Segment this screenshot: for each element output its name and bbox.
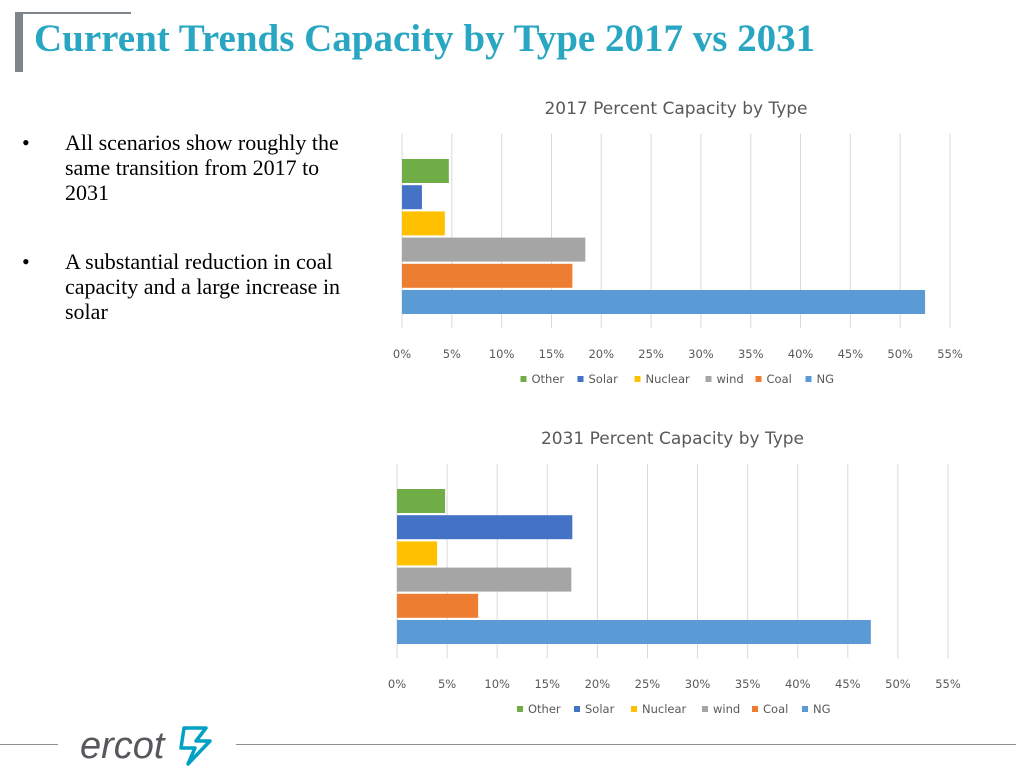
logo-wordmark: ercot <box>80 725 166 767</box>
footer-line-left <box>0 744 58 745</box>
chart-2017-tick-label: 5% <box>443 347 461 361</box>
chart-2031-legend-swatch <box>517 706 523 712</box>
chart-2031-tick-label: 35% <box>735 677 761 691</box>
bullet-symbol: • <box>22 130 30 155</box>
chart-2017-legend-label: wind <box>717 372 744 386</box>
chart-2031-tick-label: 55% <box>935 677 961 691</box>
chart-2017-legend-swatch <box>805 376 812 382</box>
chart-2017-tick-label: 55% <box>937 347 963 361</box>
chart-2017-bar-other <box>402 159 449 183</box>
title-accent-bar <box>15 12 23 72</box>
chart-2017-legend-label: NG <box>817 372 835 386</box>
chart-2017-legend-label: Other <box>532 372 565 386</box>
chart-2031-legend-swatch <box>574 706 580 712</box>
chart-2017-legend-swatch <box>705 376 712 382</box>
title-accent-line <box>15 12 131 14</box>
chart-2031-bar-ng <box>397 620 871 644</box>
chart-2031-legend-label: NG <box>813 702 831 716</box>
chart-2017-tick-label: 30% <box>688 347 714 361</box>
chart-2017-legend-label: Nuclear <box>646 372 691 386</box>
slide-title: Current Trends Capacity by Type 2017 vs … <box>34 17 816 60</box>
chart-2017-legend-label: Coal <box>767 372 792 386</box>
bullet-item: • All scenarios show roughly the same tr… <box>22 130 352 205</box>
chart-2031-tick-label: 0% <box>388 677 406 691</box>
chart-2031-legend-swatch <box>752 706 758 712</box>
chart-2031-bar-wind <box>397 567 572 592</box>
chart-2017-bar-solar <box>402 185 422 210</box>
chart-2031-bar-other <box>397 489 446 513</box>
chart-2031-legend-label: wind <box>713 702 740 716</box>
chart-2017-tick-label: 15% <box>539 347 565 361</box>
chart-2017-legend-swatch <box>577 376 584 382</box>
chart-2031-legend-label: Nuclear <box>642 702 687 716</box>
bullet-text: All scenarios show roughly the same tran… <box>65 130 339 205</box>
chart-2017-bar-ng <box>402 290 926 314</box>
chart-2017-title: 2017 Percent Capacity by Type <box>544 99 807 119</box>
chart-2017-tick-label: 35% <box>738 347 764 361</box>
chart-2031-legend-swatch <box>631 706 637 712</box>
chart-2017-tick-label: 20% <box>588 347 614 361</box>
chart-2031-title: 2031 Percent Capacity by Type <box>541 429 804 449</box>
chart-2031-legend-label: Solar <box>585 702 615 716</box>
chart-2031-tick-label: 30% <box>685 677 711 691</box>
chart-2017-tick-label: 45% <box>838 347 864 361</box>
chart-2031-legend-swatch <box>802 706 808 712</box>
chart-2017-legend-label: Solar <box>589 372 619 386</box>
bullet-text: A substantial reduction in coal capacity… <box>65 249 341 324</box>
chart-2017-bar-coal <box>402 263 573 288</box>
chart-2031-tick-label: 25% <box>635 677 661 691</box>
chart-2017-bar-nuclear <box>402 211 445 236</box>
chart-2031-bar-nuclear <box>397 541 438 566</box>
chart-2031-tick-label: 20% <box>585 677 611 691</box>
bullet-symbol: • <box>22 249 30 274</box>
ercot-logo: ercot <box>80 725 212 767</box>
chart-2031-tick-label: 15% <box>534 677 560 691</box>
chart-2017-tick-label: 40% <box>788 347 814 361</box>
bullet-list: • All scenarios show roughly the same tr… <box>22 130 352 368</box>
chart-2031-bar-solar <box>397 515 573 540</box>
footer-line-right <box>236 744 1016 745</box>
chart-2031-tick-label: 5% <box>438 677 456 691</box>
chart-2031-legend-label: Coal <box>763 702 788 716</box>
chart-2017-tick-label: 10% <box>489 347 515 361</box>
chart-2031-bar-coal <box>397 593 479 618</box>
chart-2031-tick-label: 40% <box>785 677 811 691</box>
chart-2017-tick-label: 25% <box>638 347 664 361</box>
chart-2017-legend-swatch <box>520 376 527 382</box>
chart-2031-tick-label: 50% <box>885 677 911 691</box>
chart-2017-tick-label: 50% <box>887 347 913 361</box>
lightning-bolt-icon <box>179 726 212 766</box>
chart-2031-tick-label: 10% <box>484 677 510 691</box>
chart-2031-legend-swatch <box>702 706 708 712</box>
chart-2031-tick-label: 45% <box>835 677 861 691</box>
chart-2017-legend-swatch <box>634 376 641 382</box>
chart-2017-tick-label: 0% <box>393 347 411 361</box>
chart-2017-legend-swatch <box>755 376 762 382</box>
chart-2031-legend-label: Other <box>528 702 561 716</box>
chart-2017-bar-wind <box>402 237 586 262</box>
bullet-item: • A substantial reduction in coal capaci… <box>22 249 352 324</box>
